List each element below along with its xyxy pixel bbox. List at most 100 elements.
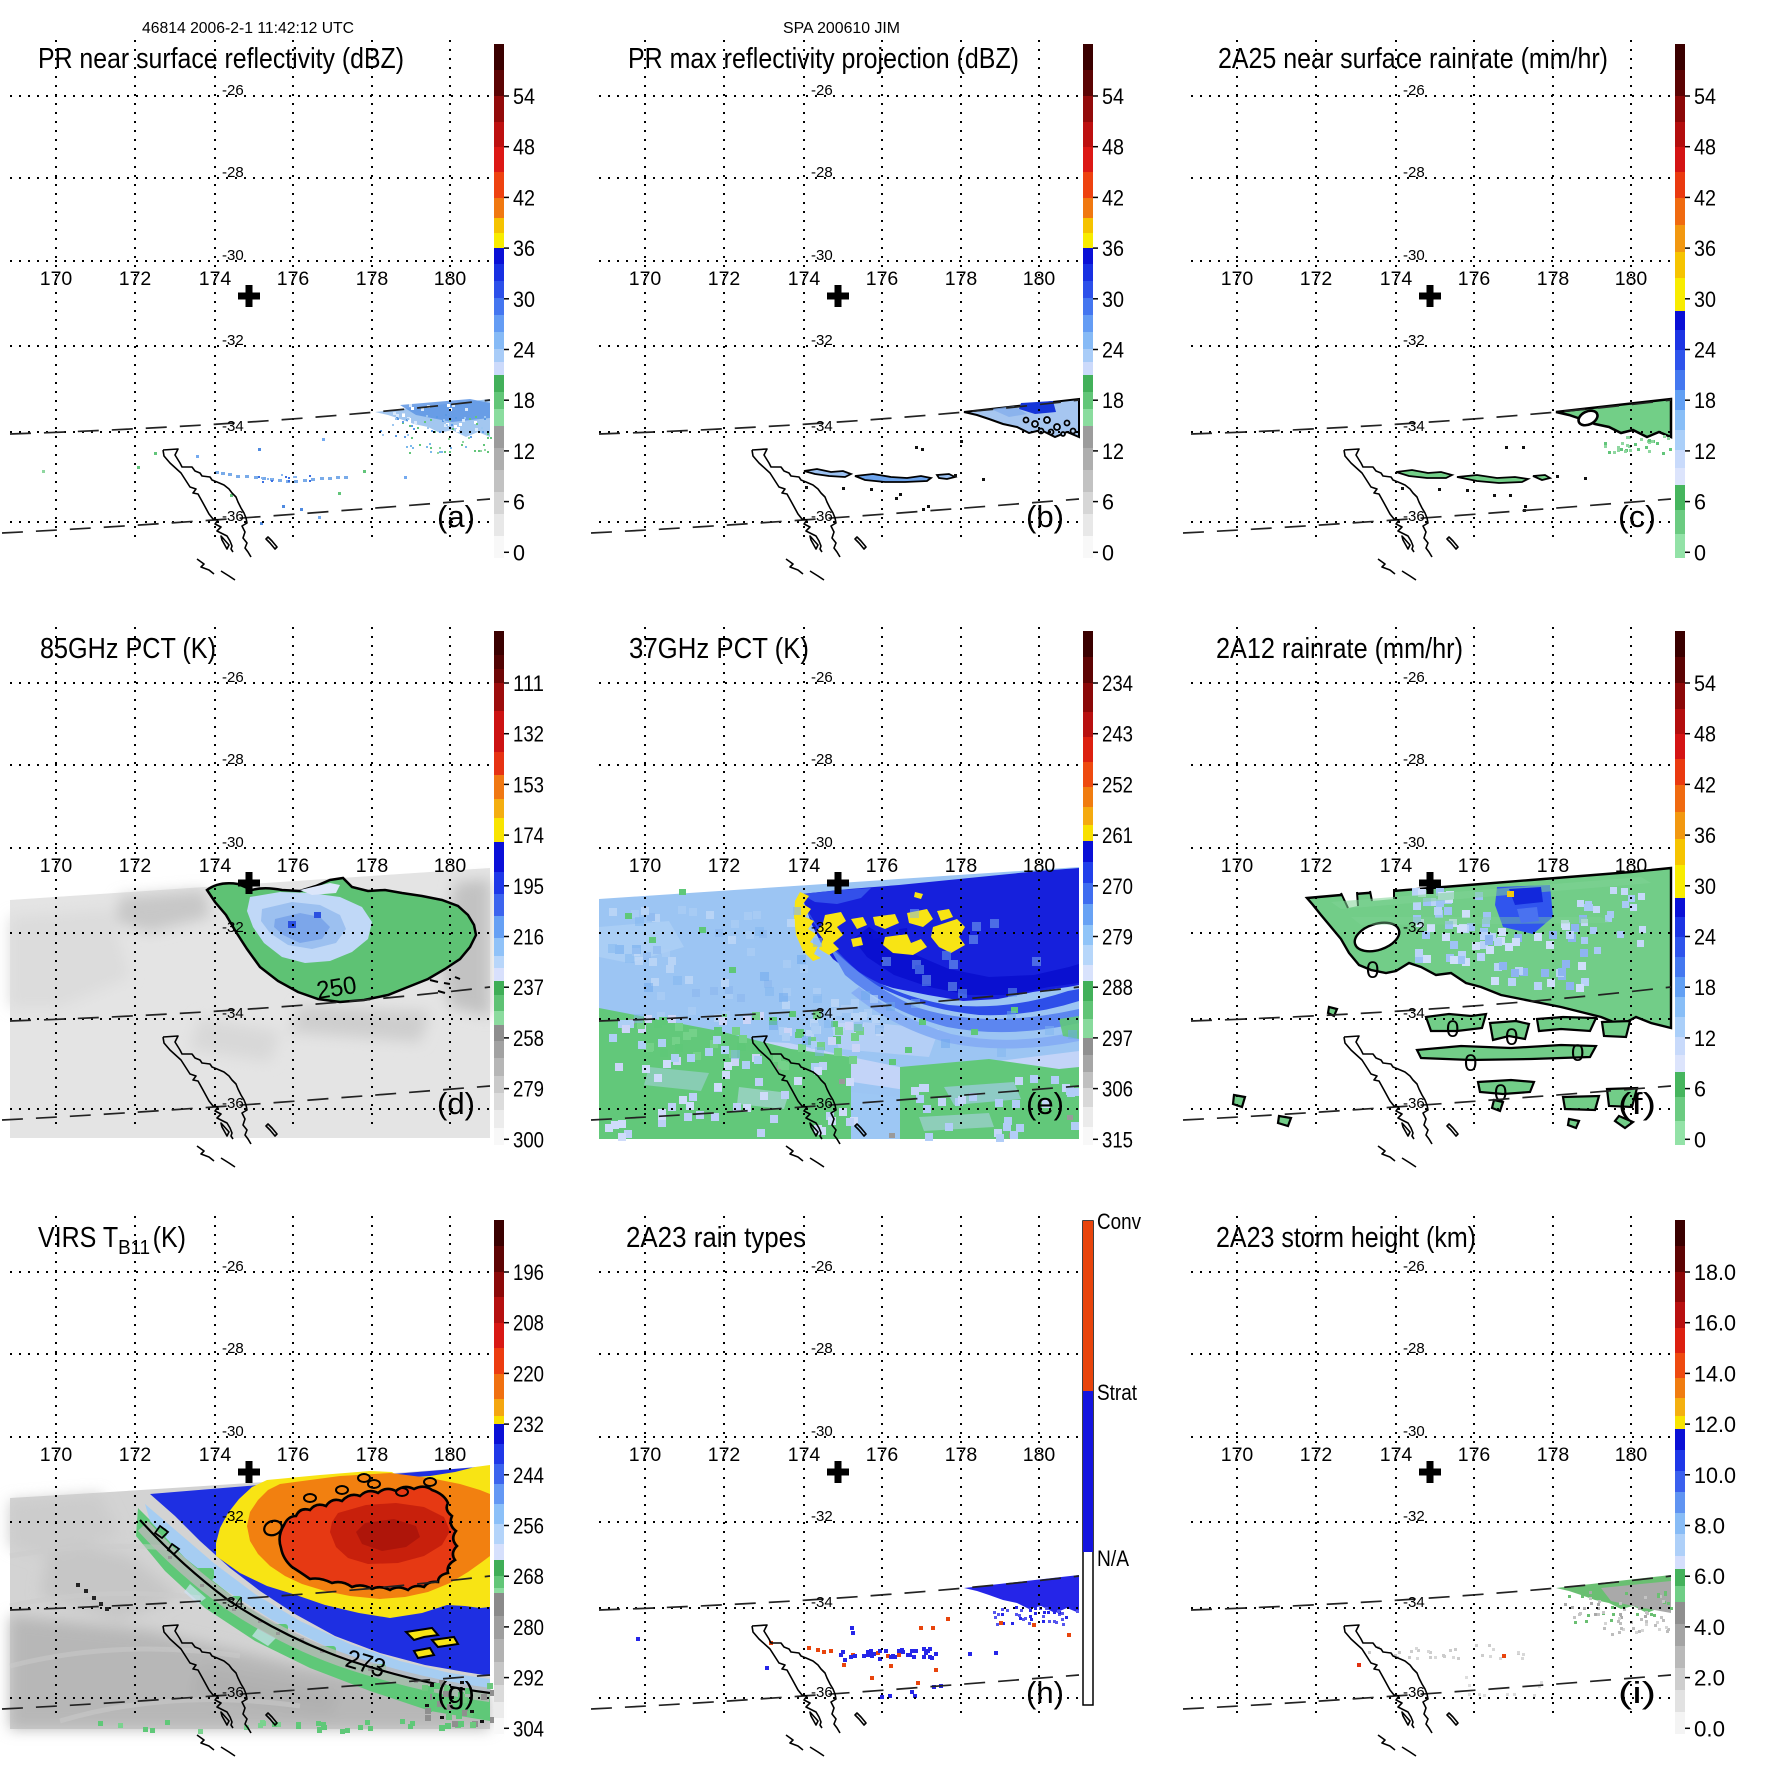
svg-text:172: 172: [708, 855, 741, 877]
svg-text:-28: -28: [1403, 164, 1425, 181]
svg-text:Strat: Strat: [1097, 1380, 1137, 1405]
svg-text:172: 172: [1300, 268, 1333, 290]
svg-text:0: 0: [1102, 540, 1114, 565]
svg-text:-30: -30: [811, 1423, 833, 1440]
svg-text:176: 176: [866, 855, 899, 877]
svg-text:-28: -28: [222, 164, 244, 181]
svg-text:-28: -28: [222, 1340, 244, 1357]
svg-text:42: 42: [1694, 772, 1716, 797]
svg-text:54: 54: [1102, 84, 1124, 109]
svg-text:-30: -30: [222, 834, 244, 851]
svg-text:0: 0: [1505, 1024, 1518, 1051]
svg-text:180: 180: [1615, 1444, 1648, 1466]
svg-text:2A12 rainrate (mm/hr): 2A12 rainrate (mm/hr): [1216, 633, 1463, 665]
svg-text:279: 279: [1102, 925, 1133, 950]
svg-text:-34: -34: [1403, 1005, 1425, 1022]
svg-text:18: 18: [1694, 388, 1716, 413]
svg-text:24: 24: [1102, 338, 1124, 363]
svg-text:30: 30: [513, 287, 535, 312]
svg-text:36: 36: [1694, 236, 1716, 261]
svg-text:-36: -36: [1403, 1095, 1425, 1112]
svg-text:-32: -32: [811, 1508, 833, 1525]
svg-text:36: 36: [513, 236, 535, 261]
svg-text:2A23 rain types: 2A23 rain types: [626, 1222, 806, 1254]
svg-text:85GHz PCT (K): 85GHz PCT (K): [40, 633, 216, 665]
svg-text:36: 36: [1102, 236, 1124, 261]
svg-text:0: 0: [1694, 540, 1706, 565]
svg-text:178: 178: [945, 268, 978, 290]
svg-text:170: 170: [1221, 1444, 1254, 1466]
svg-text:30: 30: [1694, 287, 1716, 312]
svg-text:42: 42: [1102, 185, 1124, 210]
svg-text:VIRS TB11 (K): VIRS TB11 (K): [38, 1222, 186, 1259]
svg-text:6: 6: [1694, 1077, 1706, 1102]
svg-text:178: 178: [945, 855, 978, 877]
svg-text:280: 280: [513, 1615, 544, 1640]
svg-text:-30: -30: [1403, 247, 1425, 264]
svg-text:-26: -26: [222, 1258, 244, 1275]
svg-text:243: 243: [1102, 722, 1133, 747]
svg-text:12: 12: [1102, 439, 1124, 464]
svg-text:48: 48: [513, 135, 535, 160]
svg-text:170: 170: [629, 1444, 662, 1466]
svg-text:(d): (d): [437, 1086, 475, 1121]
svg-text:-28: -28: [811, 164, 833, 181]
svg-text:2A23 storm height (km): 2A23 storm height (km): [1216, 1222, 1476, 1254]
svg-text:0: 0: [1464, 1050, 1477, 1077]
svg-text:24: 24: [1694, 338, 1716, 363]
svg-text:37GHz PCT (K): 37GHz PCT (K): [629, 633, 809, 665]
svg-text:172: 172: [708, 268, 741, 290]
svg-text:12: 12: [1694, 1026, 1716, 1051]
svg-text:0: 0: [1446, 1016, 1459, 1043]
svg-text:180: 180: [1615, 268, 1648, 290]
svg-text:6: 6: [1694, 490, 1706, 515]
svg-text:178: 178: [356, 855, 389, 877]
svg-text:180: 180: [1023, 855, 1056, 877]
svg-text:(i): (i): [1618, 1675, 1656, 1710]
svg-text:54: 54: [1694, 84, 1716, 109]
svg-text:180: 180: [1615, 855, 1648, 877]
svg-text:54: 54: [513, 84, 535, 109]
svg-text:-34: -34: [811, 1005, 833, 1022]
svg-text:170: 170: [629, 268, 662, 290]
svg-text:30: 30: [1102, 287, 1124, 312]
svg-text:12: 12: [1694, 439, 1716, 464]
svg-text:-36: -36: [222, 1095, 244, 1112]
svg-text:180: 180: [1023, 1444, 1056, 1466]
svg-text:18.0: 18.0: [1694, 1260, 1736, 1285]
svg-text:256: 256: [513, 1514, 544, 1539]
svg-text:Conv: Conv: [1097, 1209, 1141, 1234]
svg-text:258: 258: [513, 1026, 544, 1051]
svg-text:180: 180: [434, 855, 467, 877]
svg-text:6: 6: [513, 490, 525, 515]
svg-text:(b): (b): [1026, 499, 1064, 534]
svg-text:42: 42: [1694, 185, 1716, 210]
svg-text:297: 297: [1102, 1026, 1133, 1051]
svg-text:153: 153: [513, 772, 544, 797]
svg-text:-34: -34: [1403, 418, 1425, 435]
svg-text:178: 178: [1537, 855, 1570, 877]
svg-text:176: 176: [866, 1444, 899, 1466]
svg-text:172: 172: [1300, 1444, 1333, 1466]
svg-text:176: 176: [1458, 855, 1491, 877]
svg-text:306: 306: [1102, 1077, 1133, 1102]
svg-text:174: 174: [788, 268, 821, 290]
svg-text:-32: -32: [811, 332, 833, 349]
svg-text:174: 174: [1380, 268, 1413, 290]
svg-text:48: 48: [1694, 722, 1716, 747]
svg-text:-30: -30: [222, 247, 244, 264]
svg-text:170: 170: [1221, 855, 1254, 877]
svg-text:4.0: 4.0: [1694, 1615, 1725, 1640]
svg-text:30: 30: [1694, 874, 1716, 899]
svg-text:-36: -36: [222, 508, 244, 525]
svg-text:PR near surface reflectivity (: PR near surface reflectivity (dBZ): [38, 43, 404, 75]
svg-text:174: 174: [788, 855, 821, 877]
svg-text:176: 176: [866, 268, 899, 290]
svg-text:24: 24: [513, 338, 535, 363]
svg-text:216: 216: [513, 925, 544, 950]
svg-text:178: 178: [1537, 1444, 1570, 1466]
svg-text:268: 268: [513, 1564, 544, 1589]
svg-text:261: 261: [1102, 823, 1133, 848]
svg-text:176: 176: [277, 855, 310, 877]
svg-text:132: 132: [513, 722, 544, 747]
